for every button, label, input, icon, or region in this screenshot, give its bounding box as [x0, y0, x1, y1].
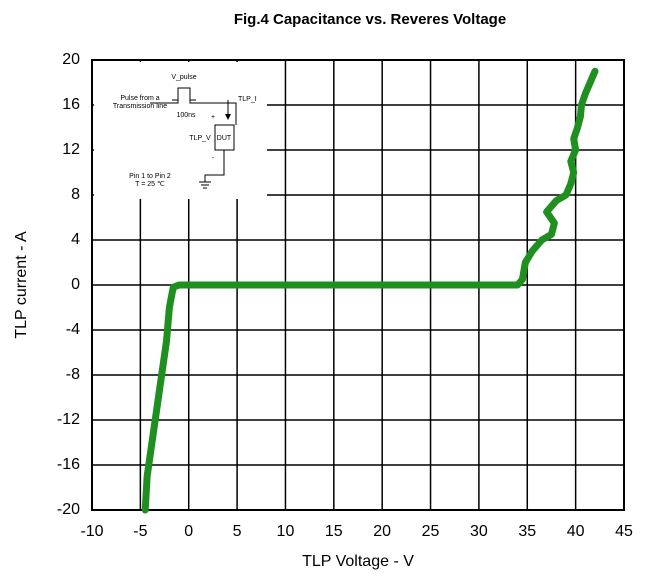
x-tick-label: -5 [133, 523, 147, 540]
x-axis-label: TLP Voltage - V [302, 553, 414, 570]
x-tick-label: 30 [470, 523, 488, 540]
y-tick-label: -8 [66, 366, 80, 383]
y-tick-label: 8 [71, 186, 80, 203]
annotation: + [211, 114, 215, 121]
plot-frame [91, 59, 625, 511]
y-tick-label: 0 [71, 276, 80, 293]
annotation: Transmission line [113, 103, 167, 110]
ground-wire [199, 110, 237, 189]
y-tick-label: 20 [62, 51, 80, 68]
y-tick-label: -16 [57, 456, 80, 473]
annotation: T = 25 ℃ [135, 181, 165, 188]
y-tick-label: -12 [57, 411, 80, 428]
y-tick-label: 12 [62, 141, 80, 158]
x-tick-label: 35 [518, 523, 536, 540]
x-tick-label: -10 [80, 523, 103, 540]
y-tick-label: 4 [71, 231, 80, 248]
annotation: TLP_V [189, 135, 211, 142]
x-tick-label: 20 [373, 523, 391, 540]
x-tick-label: 10 [277, 523, 295, 540]
annotation: DUT [217, 135, 232, 142]
annotation: 100ns [176, 112, 196, 119]
y-tick-label: -20 [57, 501, 80, 518]
x-tick-label: 15 [325, 523, 343, 540]
y-tick-label: -4 [66, 321, 80, 338]
circuit-inset: V_pulse Pulse from a Transmission line 1… [94, 62, 267, 199]
x-tick-label: 25 [422, 523, 440, 540]
annotation: Pulse from a [120, 95, 159, 102]
x-tick-label: 0 [184, 523, 193, 540]
arrowhead [225, 114, 231, 120]
annotation: V_pulse [171, 74, 196, 81]
x-tick-label: 5 [233, 523, 242, 540]
y-axis-label: TLP current - A [13, 231, 30, 339]
inset-box [94, 62, 267, 199]
annotation: TLP_I [238, 96, 257, 103]
x-tick-label: 45 [615, 523, 633, 540]
annotation: Pin 1 to Pin 2 [129, 173, 171, 180]
annotation: - [212, 155, 215, 162]
y-tick-label: 16 [62, 96, 80, 113]
x-tick-label: 40 [567, 523, 585, 540]
chart-title: Fig.4 Capacitance vs. Reveres Voltage [234, 11, 506, 28]
data-line [141, 67, 599, 514]
wire [150, 87, 237, 110]
